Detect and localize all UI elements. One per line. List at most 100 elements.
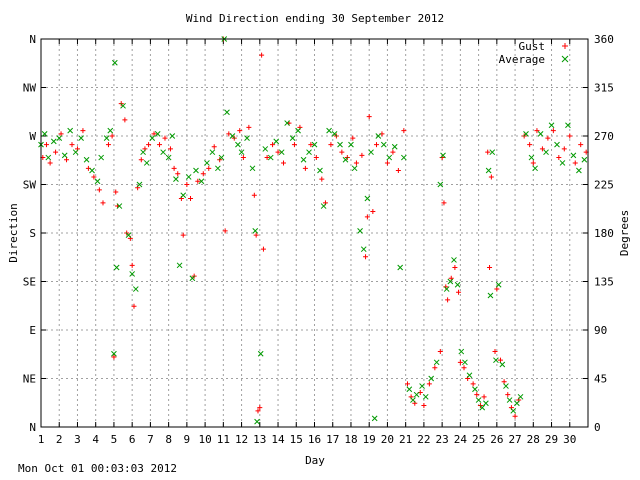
x-tick-label: 8: [165, 433, 172, 446]
average-point: [523, 130, 529, 137]
x-tick-label: 24: [454, 433, 468, 446]
gust-point: [64, 157, 70, 163]
gust-point: [109, 133, 115, 139]
average-point: [371, 415, 378, 422]
gust-point: [146, 142, 152, 148]
average-point: [375, 133, 382, 139]
average-point: [289, 135, 296, 142]
average-point: [493, 357, 499, 364]
x-tick-label: 30: [563, 433, 576, 446]
x-tick-label: 23: [436, 433, 449, 446]
average-point: [154, 130, 161, 137]
x-tick-label: 18: [344, 433, 357, 446]
gust-point: [457, 359, 463, 365]
average-point: [56, 135, 63, 142]
gust-point: [350, 135, 356, 141]
average-point: [107, 127, 114, 134]
gust-point: [91, 174, 97, 180]
gust-point: [550, 128, 556, 134]
gust-point: [461, 365, 467, 371]
x-tick-label: 26: [490, 433, 503, 446]
average-point: [89, 167, 95, 174]
average-point: [267, 154, 274, 161]
gust-point: [264, 155, 270, 161]
average-point: [50, 138, 57, 145]
y-tick-label: NW: [23, 82, 37, 95]
x-tick-label: 7: [147, 433, 154, 446]
y-axis-title: Direction: [7, 203, 20, 263]
average-point: [273, 138, 280, 145]
average-point: [386, 154, 393, 161]
gust-point: [534, 128, 540, 134]
gust-point: [488, 174, 494, 180]
gust-point: [328, 142, 334, 148]
average-point: [348, 141, 354, 148]
gust-point: [58, 131, 64, 137]
x-tick-label: 4: [92, 433, 99, 446]
average-point: [140, 149, 146, 156]
gust-point: [527, 142, 533, 148]
gust-point: [313, 155, 319, 161]
axis-ticks: 1 2 3 4 5 6 7 8 9 10 11 12 13 14 15 16 17 18 19 20 21 22 23 24 2…: [23, 33, 614, 446]
gust-point: [456, 289, 462, 295]
x-tick-label: 22: [417, 433, 430, 446]
gust-point: [188, 196, 194, 202]
average-point: [466, 372, 473, 379]
y2-tick-label: 135: [594, 276, 614, 289]
gust-point: [260, 246, 266, 252]
average-point: [41, 130, 48, 137]
gust-point: [255, 408, 261, 414]
gust-point: [497, 357, 503, 363]
average-point: [132, 286, 139, 292]
gust-point: [404, 381, 410, 387]
average-point: [45, 154, 52, 161]
average-point: [198, 178, 205, 185]
gust-point: [470, 381, 476, 387]
average-point: [257, 350, 264, 357]
gust-point: [184, 182, 190, 187]
average-point: [244, 135, 250, 142]
gust-point: [157, 142, 163, 148]
average-point: [537, 130, 544, 137]
average-point: [495, 281, 502, 288]
average-point: [176, 262, 183, 269]
gust-point: [556, 155, 562, 161]
legend-marker: [561, 55, 569, 63]
average-point: [576, 167, 582, 174]
average-point: [300, 156, 307, 163]
gust-point: [180, 232, 186, 238]
x-tick-label: 20: [381, 433, 394, 446]
average-point: [160, 149, 167, 156]
average-point: [499, 361, 506, 368]
average-point: [224, 109, 230, 116]
average-point: [136, 181, 143, 188]
y2-tick-label: 45: [594, 373, 607, 386]
average-point: [262, 146, 269, 152]
gust-point: [111, 354, 117, 360]
gust-point: [105, 142, 111, 148]
average-point: [209, 149, 216, 156]
average-point: [517, 393, 524, 400]
average-point: [581, 156, 588, 163]
x-tick-label: 10: [198, 433, 211, 446]
gust-point: [43, 142, 49, 148]
x-tick-label: 19: [363, 433, 376, 446]
y-tick-label: E: [29, 324, 36, 337]
chart-title: Wind Direction ending 30 September 2012: [186, 12, 444, 25]
gust-point: [384, 160, 390, 166]
gust-point: [432, 365, 438, 371]
legend-marker: [562, 43, 568, 49]
x-tick-label: 11: [217, 433, 230, 446]
gust-point: [69, 142, 75, 148]
x-tick-label: 1: [38, 433, 45, 446]
average-point: [111, 59, 118, 66]
gust-point: [366, 114, 372, 120]
x-tick-label: 12: [235, 433, 248, 446]
gust-point: [275, 149, 281, 155]
average-point: [185, 174, 192, 180]
gust-point: [481, 394, 487, 400]
y-tick-label: N: [29, 421, 36, 434]
gust-point: [487, 264, 493, 270]
average-point: [238, 149, 245, 156]
x-tick-label: 17: [326, 433, 339, 446]
